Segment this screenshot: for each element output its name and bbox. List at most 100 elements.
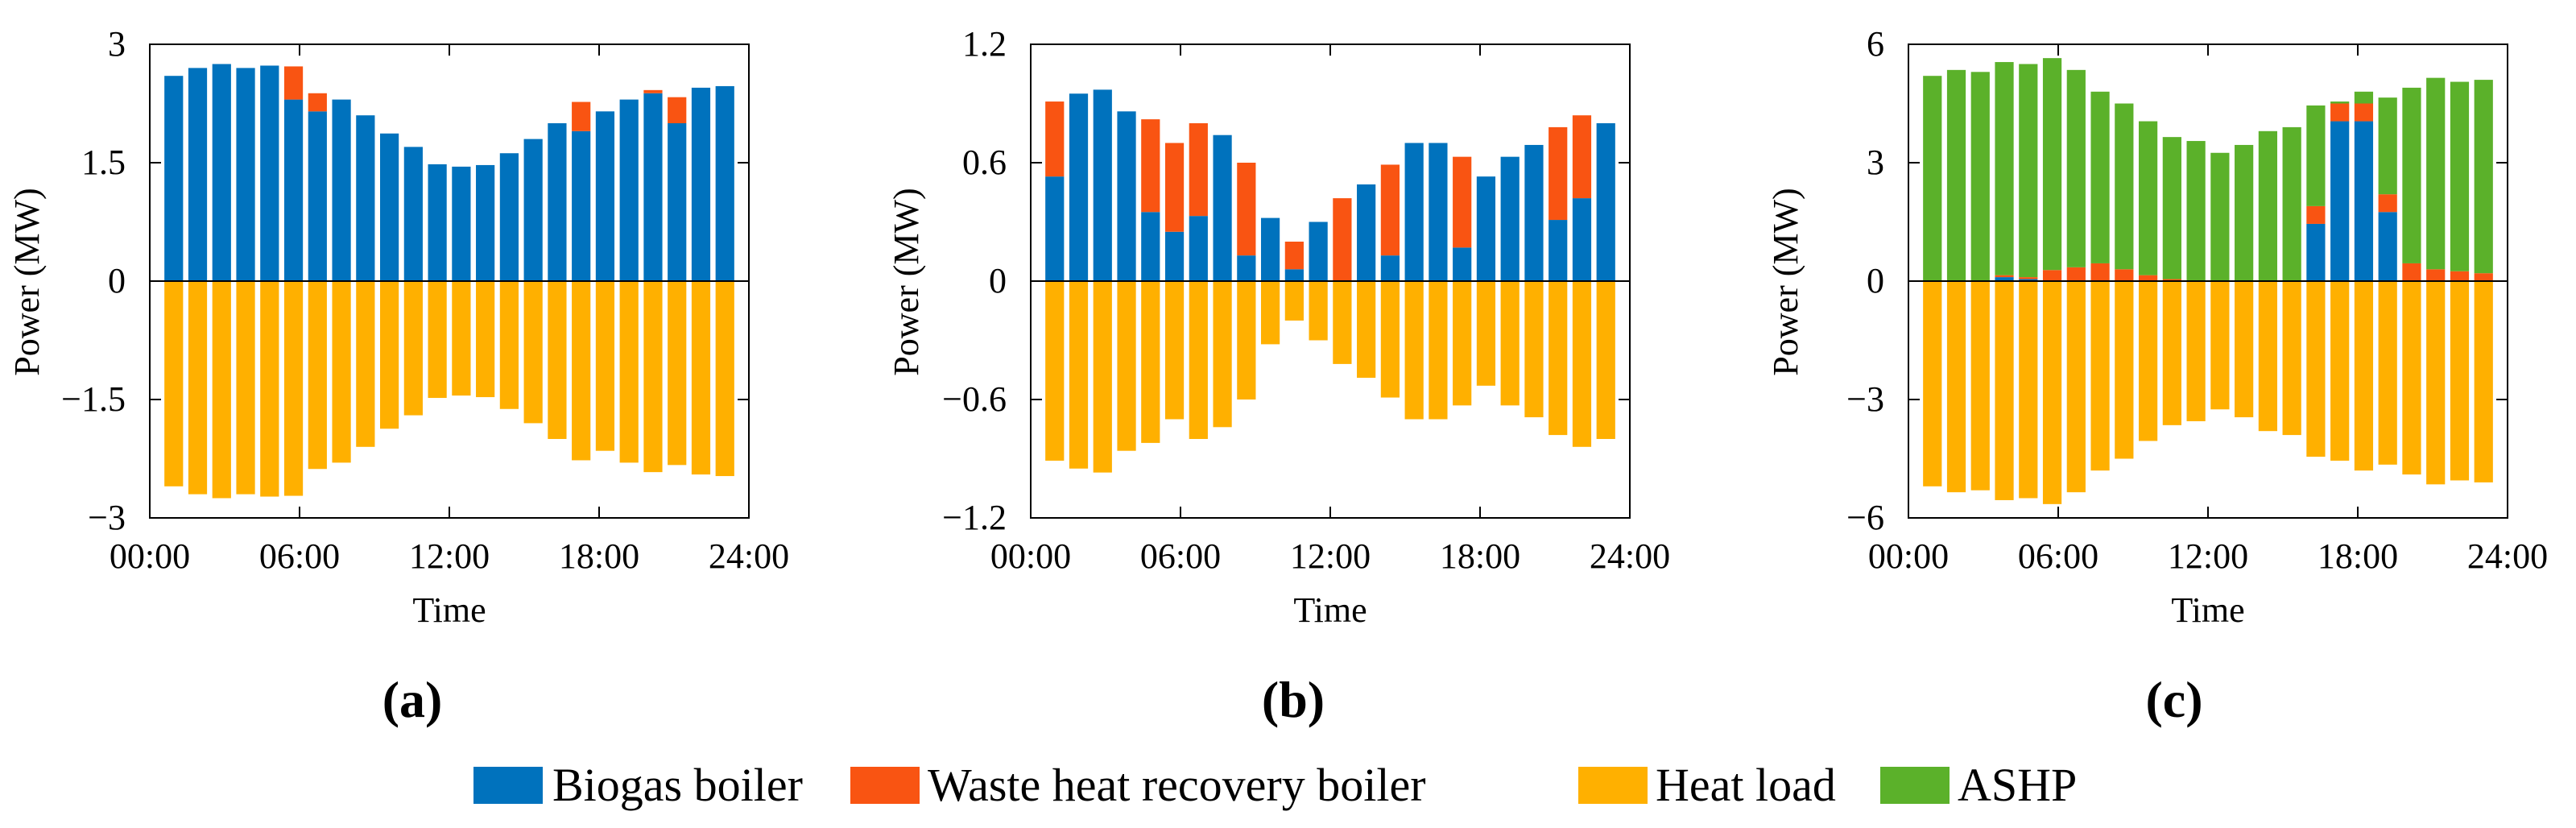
bar-heat-17 [2306, 281, 2326, 457]
y-tick-label: −3 [88, 498, 126, 537]
bar-biogas-21 [643, 93, 663, 281]
x-tick-label: 06:00 [259, 536, 340, 576]
bar-heat-12 [428, 281, 447, 399]
bar-heat-4 [1995, 281, 2014, 500]
legend-swatch-heat [1578, 767, 1648, 804]
bar-biogas-5 [2019, 279, 2038, 281]
x-tick-label: 00:00 [990, 536, 1071, 576]
bar-marks [1045, 89, 1615, 473]
bar-waste-5 [2019, 277, 2038, 279]
bar-biogas-18 [2330, 121, 2350, 281]
bar-heat-6 [1164, 281, 1185, 420]
bar-heat-24 [2474, 281, 2493, 482]
bar-heat-18 [2330, 281, 2350, 461]
y-tick-label: −0.6 [942, 379, 1007, 419]
bar-biogas-22 [668, 123, 687, 281]
bar-ashp-10 [2138, 121, 2158, 275]
bar-heat-9 [1237, 281, 1256, 400]
bar-ashp-22 [2426, 77, 2446, 270]
bar-waste-7 [2066, 267, 2086, 281]
bar-ashp-18 [2330, 101, 2350, 104]
bar-waste-7 [308, 93, 327, 112]
bar-heat-9 [2115, 281, 2134, 459]
axes [149, 43, 750, 519]
bar-heat-13 [452, 281, 471, 396]
bar-waste-7 [1189, 123, 1208, 217]
bar-biogas-10 [1260, 217, 1280, 281]
bar-biogas-17 [2306, 223, 2326, 281]
bar-biogas-4 [1995, 277, 2014, 281]
bar-biogas-19 [2354, 121, 2374, 281]
x-tick-label: 24:00 [709, 536, 789, 576]
bar-biogas-24 [715, 85, 734, 281]
y-tick-label: 6 [1867, 24, 1884, 64]
bar-waste-24 [2474, 273, 2493, 281]
bar-heat-22 [668, 281, 687, 466]
bar-biogas-22 [1548, 220, 1568, 281]
bar-biogas-20 [619, 99, 639, 281]
bar-heat-10 [1260, 281, 1280, 345]
bar-biogas-9 [356, 115, 375, 281]
legend-label: Biogas boiler [552, 759, 803, 811]
x-tick-label: 18:00 [2318, 536, 2398, 576]
bar-biogas-1 [1045, 176, 1065, 281]
bar-biogas-6 [283, 99, 304, 281]
bar-ashp-20 [2378, 97, 2397, 195]
bar-waste-15 [1380, 164, 1400, 256]
bar-waste-21 [2402, 263, 2421, 281]
bar-heat-7 [308, 281, 327, 470]
bar-waste-23 [1572, 115, 1592, 199]
bar-marks [1923, 58, 2493, 504]
bar-biogas-8 [332, 99, 351, 281]
bar-heat-2 [1946, 281, 1966, 493]
bar-waste-23 [2450, 271, 2470, 281]
legend-swatch-biogas [473, 767, 543, 804]
bar-heat-7 [2066, 281, 2086, 493]
bar-heat-17 [1429, 281, 1448, 420]
panel-label: (c) [2145, 671, 2202, 728]
bar-biogas-12 [1309, 221, 1328, 281]
bar-waste-22 [2426, 269, 2446, 281]
bar-heat-13 [2210, 281, 2230, 410]
bar-ashp-13 [2210, 152, 2230, 281]
bar-biogas-3 [1093, 89, 1112, 281]
x-tick-label: 12:00 [1290, 536, 1371, 576]
bar-biogas-11 [1284, 269, 1304, 281]
bar-heat-16 [523, 281, 543, 424]
bar-waste-4 [1995, 275, 2014, 278]
bar-heat-22 [2426, 281, 2446, 485]
bar-heat-7 [1189, 281, 1208, 439]
bar-ashp-12 [2186, 141, 2206, 281]
bar-biogas-11 [403, 147, 423, 281]
bar-heat-17 [548, 281, 567, 439]
y-tick-label: 1.5 [81, 143, 126, 182]
legend: Biogas boiler Waste heat recovery boiler… [473, 759, 2077, 811]
x-tick-label: 18:00 [559, 536, 639, 576]
bar-heat-8 [332, 281, 351, 463]
x-axis-label: Time [412, 590, 486, 630]
bar-ashp-2 [1946, 69, 1966, 281]
bar-waste-10 [2138, 275, 2158, 281]
bar-heat-2 [188, 281, 208, 495]
bar-heat-23 [1572, 281, 1592, 447]
panel-label: (a) [382, 671, 443, 728]
x-tick-label: 00:00 [1868, 536, 1949, 576]
legend-label: Heat load [1656, 759, 1836, 811]
bar-waste-18 [2330, 103, 2350, 122]
bar-heat-8 [2090, 281, 2110, 471]
bar-heat-23 [691, 281, 711, 475]
bar-ashp-6 [2042, 58, 2062, 271]
bar-waste-21 [643, 89, 663, 93]
bar-heat-3 [212, 281, 231, 499]
bar-heat-4 [1117, 281, 1136, 451]
bar-biogas-12 [428, 164, 447, 281]
y-tick-label: 1.2 [962, 24, 1007, 64]
bar-waste-20 [2378, 194, 2397, 213]
y-tick-label: −1.5 [61, 379, 126, 419]
bar-waste-9 [1237, 163, 1256, 256]
bar-biogas-18 [1453, 247, 1472, 281]
bar-heat-8 [1213, 281, 1232, 428]
bar-heat-16 [2282, 281, 2301, 436]
chart-panel-c: Power (MW) 00:00 06:00 12:00 18:00 24:00… [1766, 24, 2548, 728]
legend-swatch-ashp [1880, 767, 1950, 804]
